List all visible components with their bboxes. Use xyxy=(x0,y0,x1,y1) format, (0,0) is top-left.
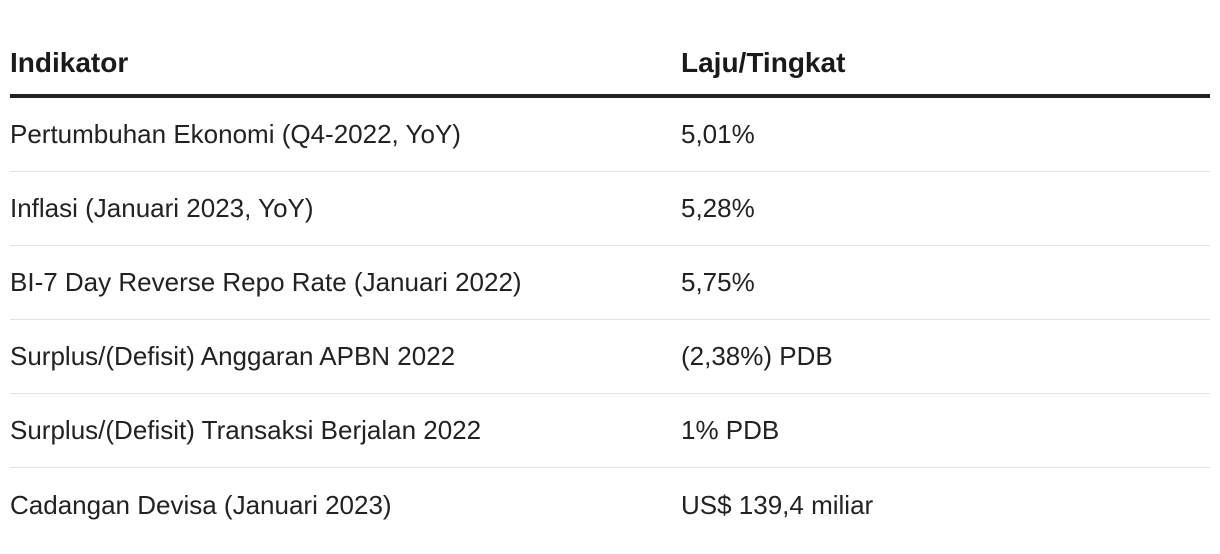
cell-rate: 5,01% xyxy=(681,119,755,149)
table-row: Surplus/(Defisit) Transaksi Berjalan 202… xyxy=(10,394,1210,468)
header-rate: Laju/Tingkat xyxy=(681,47,846,78)
table-row: Inflasi (Januari 2023, YoY) 5,28% xyxy=(10,172,1210,246)
cell-indicator: Surplus/(Defisit) Transaksi Berjalan 202… xyxy=(10,415,482,445)
table-header-row: Indikator Laju/Tingkat xyxy=(10,28,1210,98)
cell-rate: (2,38%) PDB xyxy=(681,341,833,371)
table-row: Cadangan Devisa (Januari 2023) US$ 139,4… xyxy=(10,468,1210,542)
header-indicator: Indikator xyxy=(10,47,129,78)
cell-indicator: Pertumbuhan Ekonomi (Q4-2022, YoY) xyxy=(10,119,461,149)
table-row: BI-7 Day Reverse Repo Rate (Januari 2022… xyxy=(10,246,1210,320)
cell-rate: 1% PDB xyxy=(681,415,780,445)
indicator-table: Indikator Laju/Tingkat Pertumbuhan Ekono… xyxy=(10,28,1210,542)
cell-rate: US$ 139,4 miliar xyxy=(681,489,874,520)
cell-indicator: BI-7 Day Reverse Repo Rate (Januari 2022… xyxy=(10,267,522,297)
cell-indicator: Surplus/(Defisit) Anggaran APBN 2022 xyxy=(10,341,456,371)
table-row: Surplus/(Defisit) Anggaran APBN 2022 (2,… xyxy=(10,320,1210,394)
cell-rate: 5,75% xyxy=(681,267,755,297)
cell-rate: 5,28% xyxy=(681,193,755,223)
cell-indicator: Inflasi (Januari 2023, YoY) xyxy=(10,193,314,223)
table-row: Pertumbuhan Ekonomi (Q4-2022, YoY) 5,01% xyxy=(10,98,1210,172)
cell-indicator: Cadangan Devisa (Januari 2023) xyxy=(10,489,392,520)
